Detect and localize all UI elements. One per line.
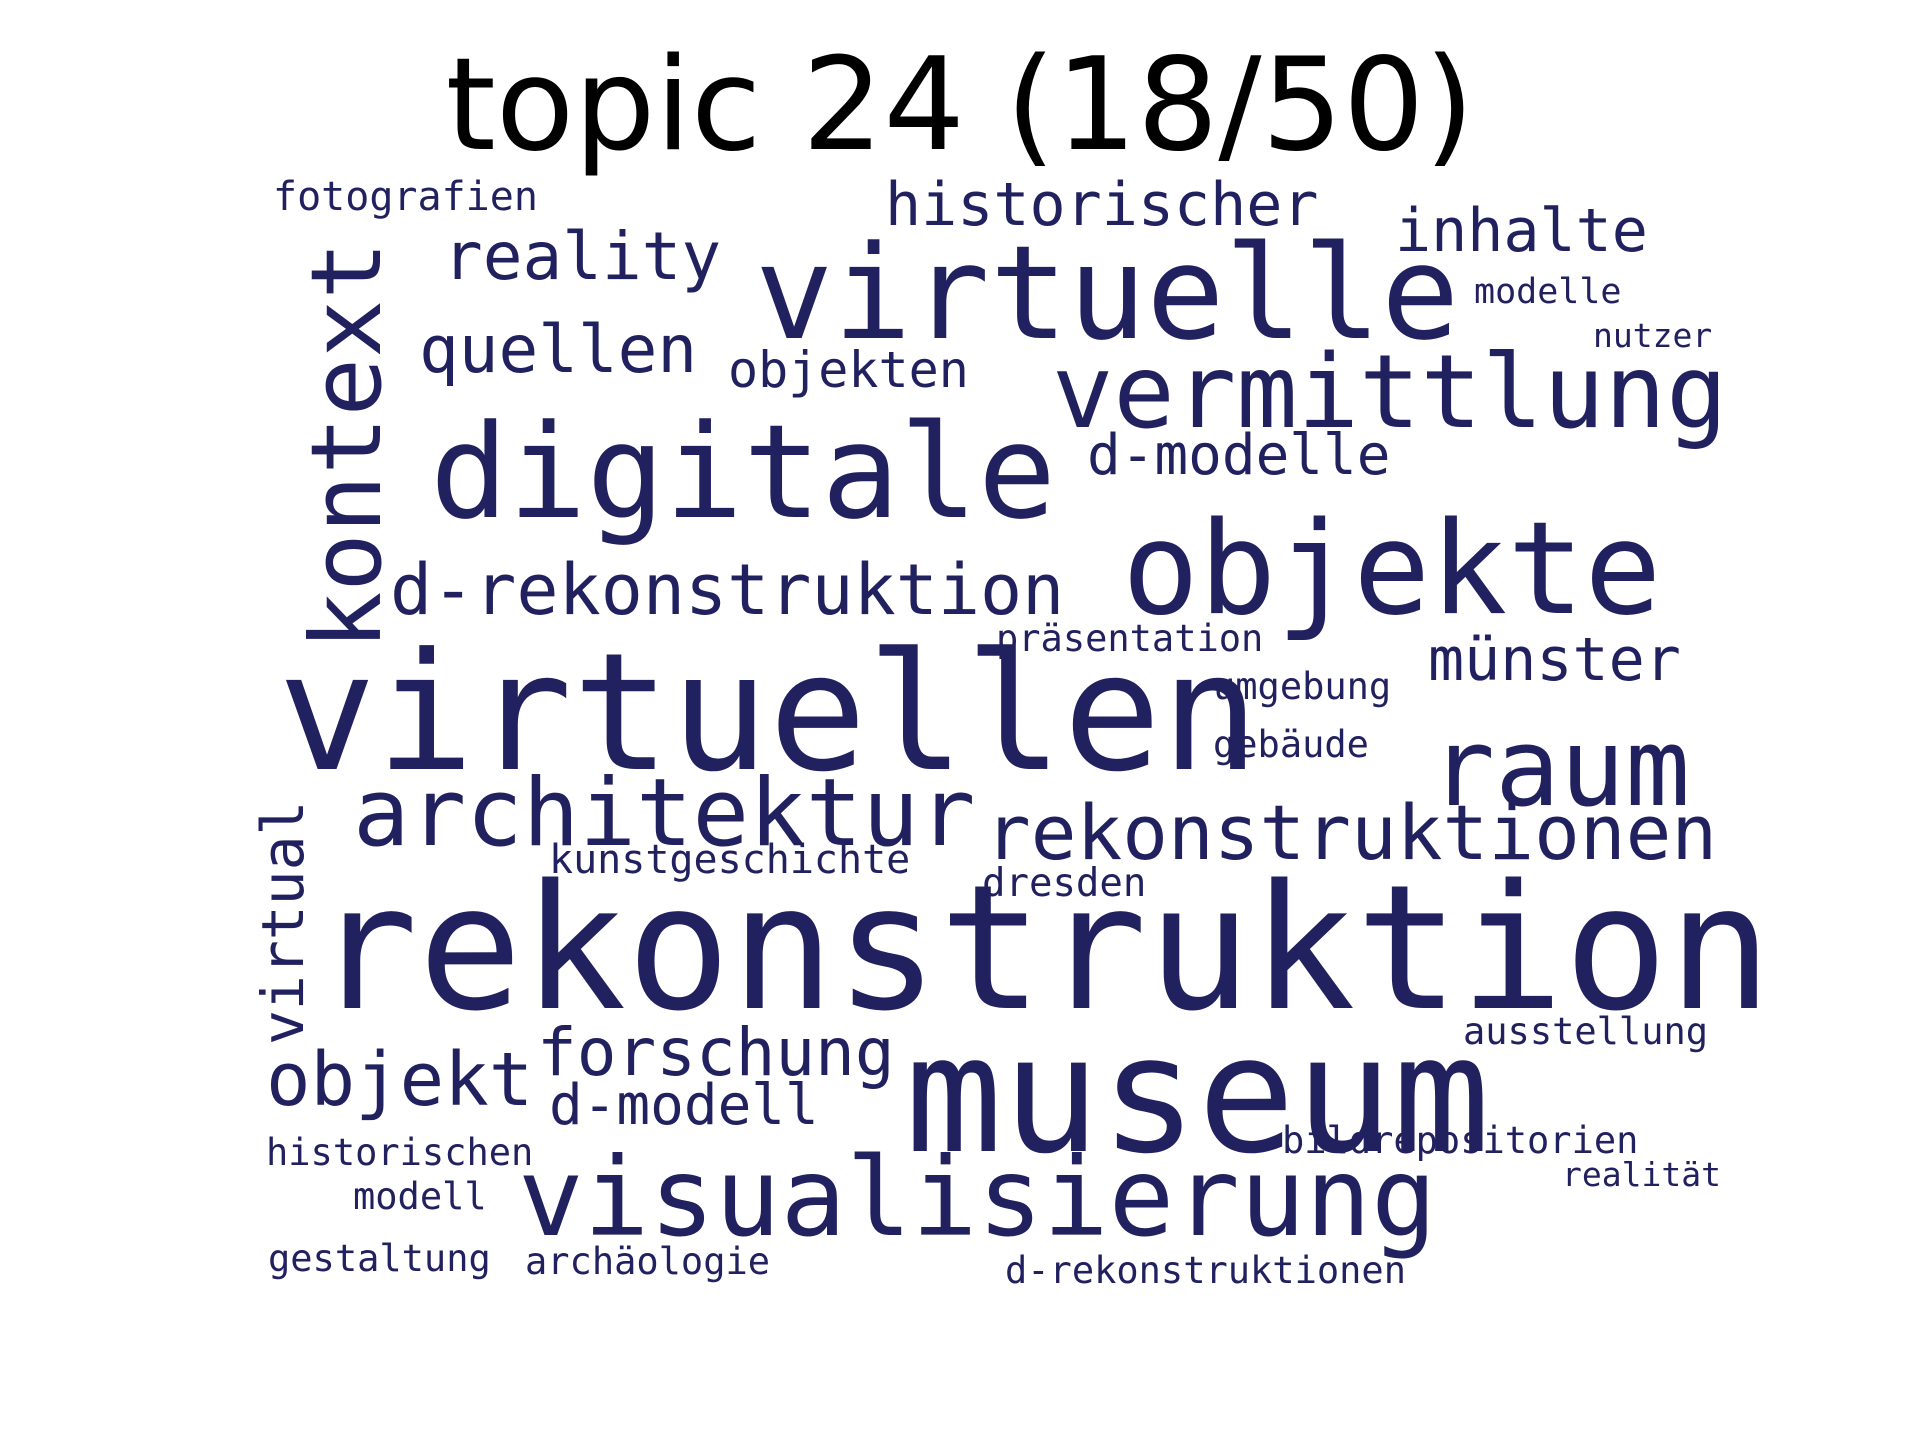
word-gestaltung: gestaltung — [268, 1237, 491, 1280]
word-architektur: architektur — [353, 759, 976, 868]
word-rekonstruktionen: rekonstruktionen — [985, 788, 1718, 877]
word-objekt: objekt — [266, 1037, 534, 1123]
word-reality: reality — [443, 218, 722, 295]
word-praesentation: präsentation — [996, 617, 1264, 660]
word-virtual: virtual — [249, 800, 317, 1045]
word-modelle: modelle — [1474, 272, 1622, 312]
word-historischer: historischer — [885, 170, 1319, 240]
word-bildrepositorien: bildrepositorien — [1282, 1119, 1639, 1162]
word-rekonstruktion: rekonstruktion — [314, 847, 1773, 1049]
word-visualisierung: visualisierung — [518, 1134, 1437, 1261]
page-title: topic 24 (18/50) — [445, 31, 1475, 180]
word-historischen: historischen — [266, 1131, 534, 1174]
word-archaeologie: archäologie — [525, 1240, 771, 1283]
word-dresden: dresden — [982, 861, 1147, 906]
word-realitaet: realität — [1562, 1155, 1721, 1194]
word-gebaeude: gebäude — [1213, 723, 1369, 766]
word-objekten: objekten — [728, 341, 969, 399]
word-inhalte: inhalte — [1395, 196, 1648, 266]
word-d-modelle: d-modelle — [1087, 423, 1391, 488]
word-digitale: digitale — [430, 396, 1057, 548]
word-kunstgeschichte: kunstgeschichte — [549, 837, 911, 883]
word-d-rekonstruktionen: d-rekonstruktionen — [1005, 1249, 1406, 1292]
word-raum: raum — [1430, 706, 1691, 831]
word-vermittlung: vermittlung — [1052, 333, 1728, 452]
word-ausstellung: ausstellung — [1463, 1010, 1709, 1053]
word-objekte: objekte — [1122, 495, 1662, 644]
word-museum: museum — [905, 1002, 1491, 1190]
word-nutzer: nutzer — [1593, 316, 1713, 355]
word-modell: modell — [353, 1175, 487, 1218]
word-fotografien: fotografien — [273, 174, 538, 220]
word-forschung: forschung — [537, 1014, 895, 1091]
word-virtuelle: virtuelle — [755, 217, 1460, 369]
word-quellen: quellen — [419, 311, 698, 388]
word-d-rekonstruktion: d-rekonstruktion — [390, 549, 1065, 631]
word-umgebung: umgebung — [1213, 665, 1392, 708]
word-muenster: münster — [1428, 625, 1681, 695]
word-virtuellen: virtuellen — [278, 619, 1260, 808]
word-kontext: kontext — [290, 241, 403, 650]
word-d-modell: d-modell — [549, 1073, 819, 1138]
